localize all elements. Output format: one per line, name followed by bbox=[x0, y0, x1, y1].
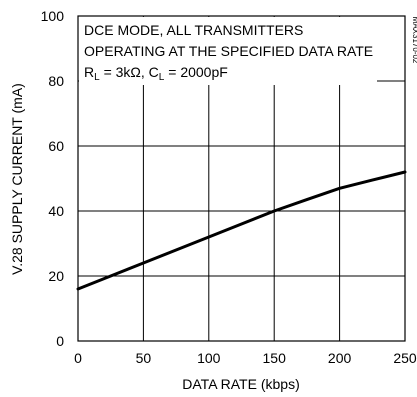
annotation-line-2: OPERATING AT THE SPECIFIED DATA RATE bbox=[84, 43, 373, 59]
x-tick-label-150: 150 bbox=[263, 350, 287, 366]
y-tick-label-60: 60 bbox=[48, 138, 64, 154]
x-tick-label-0: 0 bbox=[74, 350, 82, 366]
y-tick-label-40: 40 bbox=[48, 203, 64, 219]
annotation-c-subscript: L bbox=[159, 72, 165, 83]
x-axis-label: DATA RATE (kbps) bbox=[182, 376, 299, 392]
y-tick-label-100: 100 bbox=[41, 8, 65, 24]
y-tick-label-0: 0 bbox=[56, 333, 64, 349]
figure-id: MAX3170-02 bbox=[411, 17, 417, 64]
annotation-line-3: RL = 3kΩ, CL = 2000pF bbox=[84, 64, 228, 83]
y-tick-label-20: 20 bbox=[48, 268, 64, 284]
annotation-r-value: = 3kΩ, C bbox=[100, 64, 159, 80]
annotation-background bbox=[79, 17, 377, 85]
series-line-supply-current bbox=[76, 170, 407, 291]
annotation-line-1: DCE MODE, ALL TRANSMITTERS bbox=[84, 22, 303, 38]
y-axis-label: V.28 SUPPLY CURRENT (mA) bbox=[9, 83, 25, 275]
x-tick-label-50: 50 bbox=[136, 350, 152, 366]
plot-frame bbox=[77, 15, 406, 342]
y-tick-label-80: 80 bbox=[48, 73, 64, 89]
annotation-c-value: = 2000pF bbox=[164, 64, 227, 80]
x-tick-label-200: 200 bbox=[328, 350, 352, 366]
x-tick-label-100: 100 bbox=[197, 350, 221, 366]
x-tick-label-250: 250 bbox=[393, 350, 417, 366]
tick-labels: 0 50 100 150 200 250 0 20 40 60 80 100 bbox=[41, 8, 417, 366]
annotation-r-subscript: L bbox=[94, 72, 100, 83]
annotation-r: R bbox=[84, 64, 94, 80]
